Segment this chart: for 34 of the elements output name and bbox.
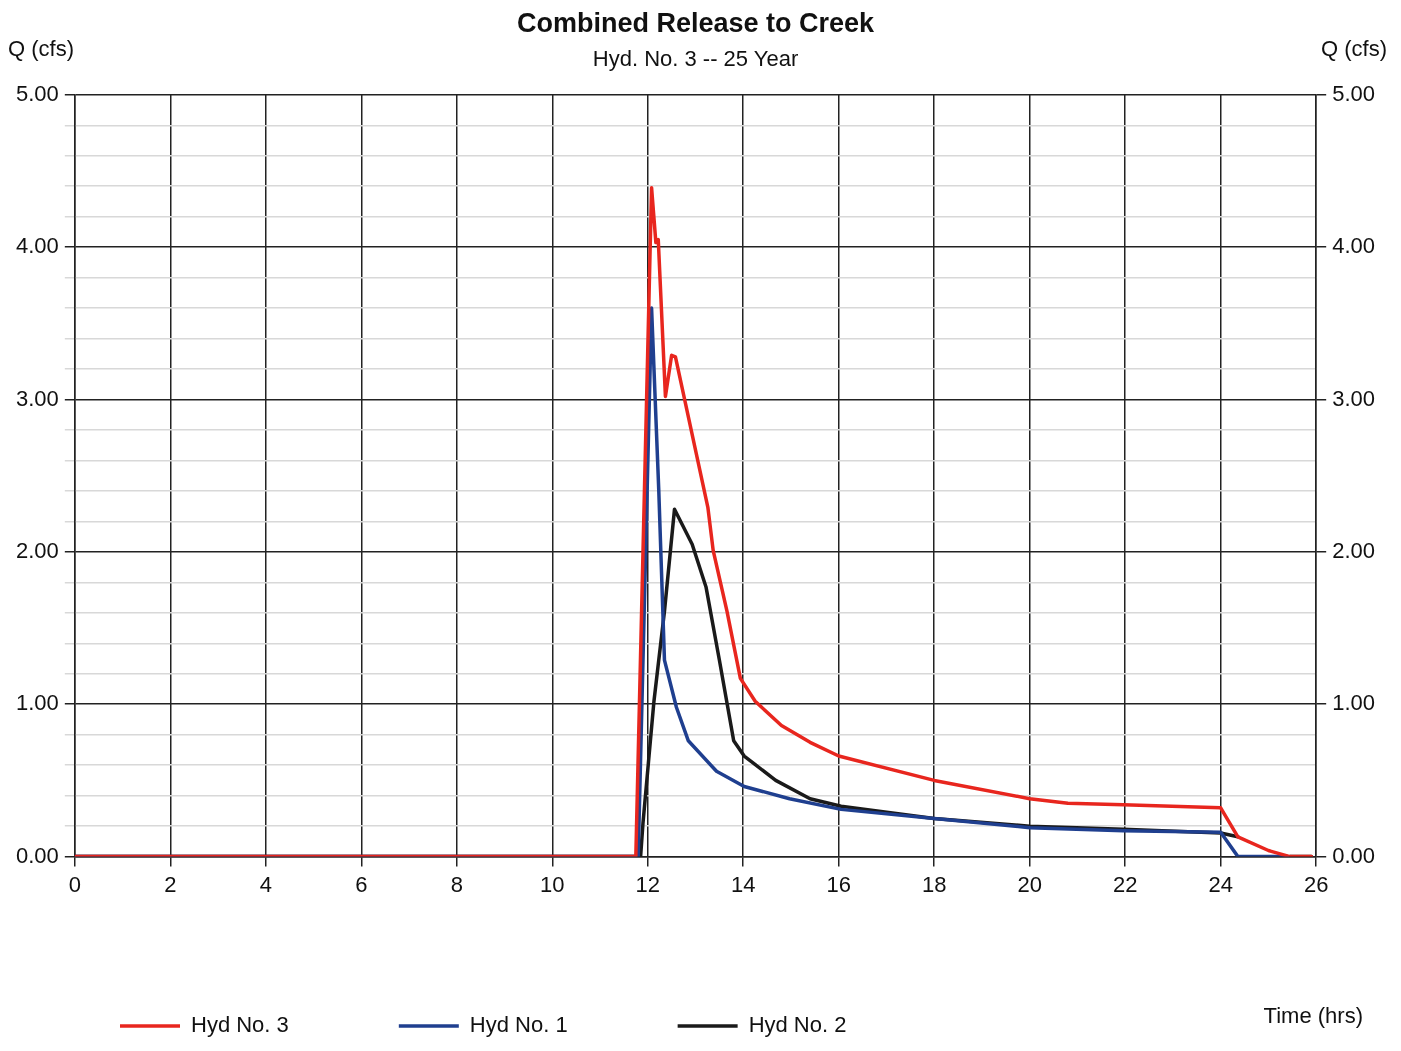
legend-label: Hyd No. 1 xyxy=(469,1012,568,1038)
y-tick-label: 1.00 xyxy=(15,690,59,716)
legend-label: Hyd No. 2 xyxy=(748,1012,847,1038)
x-tick-label: 26 xyxy=(1303,871,1329,897)
y2-tick-label: 3.00 xyxy=(1332,385,1376,411)
x-tick-label: 4 xyxy=(259,871,272,897)
x-tick-label: 12 xyxy=(635,871,660,897)
y-axis-title: Q (cfs) xyxy=(8,36,74,62)
x-tick-label: 10 xyxy=(540,871,565,897)
x-tick-label: 0 xyxy=(68,871,81,897)
y-tick-label: 2.00 xyxy=(15,537,59,563)
x-tick-label: 6 xyxy=(355,871,368,897)
x-axis-title: Time (hrs) xyxy=(1263,1003,1363,1029)
x-tick-label: 22 xyxy=(1112,871,1138,897)
chart-subtitle: Hyd. No. 3 -- 25 Year xyxy=(592,45,799,71)
x-tick-label: 18 xyxy=(921,871,947,897)
y-tick-label: 3.00 xyxy=(15,385,59,411)
chart-title: Combined Release to Creek xyxy=(516,7,876,38)
y2-tick-label: 5.00 xyxy=(1332,80,1376,106)
y2-tick-label: 4.00 xyxy=(1332,233,1376,259)
x-tick-label: 2 xyxy=(164,871,177,897)
x-tick-label: 14 xyxy=(731,871,756,897)
y-tick-label: 5.00 xyxy=(15,80,59,106)
y-tick-label: 0.00 xyxy=(15,842,59,868)
y2-axis-title: Q (cfs) xyxy=(1321,36,1387,62)
y2-tick-label: 1.00 xyxy=(1332,690,1376,716)
x-tick-label: 24 xyxy=(1208,871,1233,897)
y-tick-label: 4.00 xyxy=(15,233,59,259)
y2-tick-label: 0.00 xyxy=(1332,842,1376,868)
x-tick-label: 20 xyxy=(1017,871,1042,897)
x-tick-label: 8 xyxy=(450,871,463,897)
y2-tick-label: 2.00 xyxy=(1332,537,1376,563)
x-tick-label: 16 xyxy=(826,871,851,897)
legend-label: Hyd No. 3 xyxy=(191,1012,289,1038)
